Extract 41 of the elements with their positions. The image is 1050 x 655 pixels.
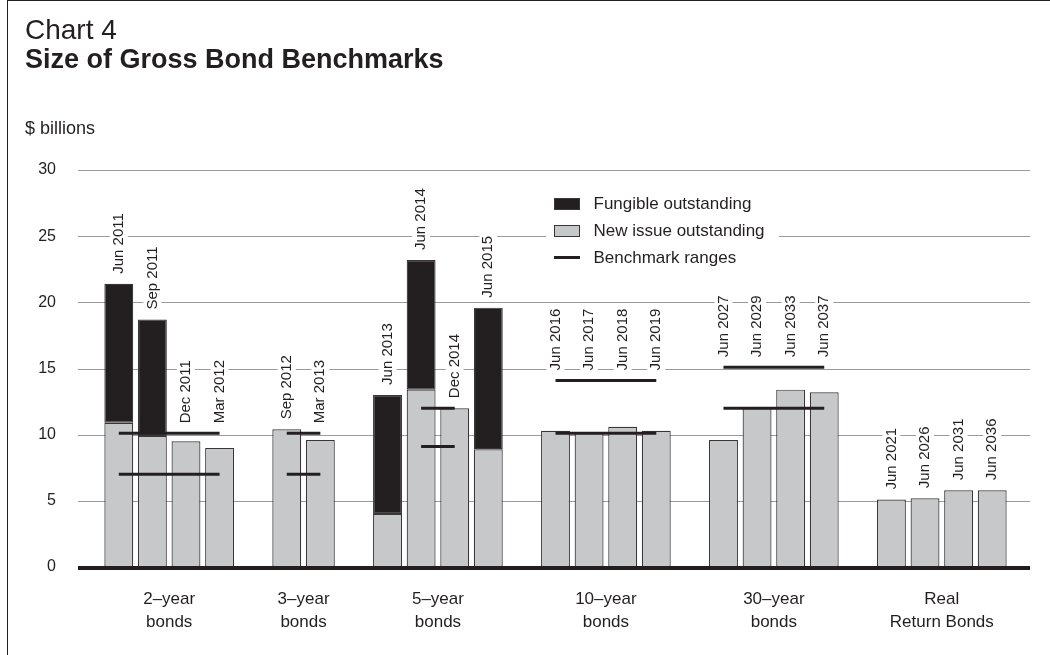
y-tick-label: 30 xyxy=(38,160,57,178)
legend-label: New issue outstanding xyxy=(593,220,765,241)
x-tick-label: Jun 2019 xyxy=(646,308,664,371)
y-axis-title: $ billions xyxy=(25,118,96,139)
text: 10–year bonds xyxy=(575,588,637,631)
x-tick-label: Jun 2017 xyxy=(579,308,597,371)
x-tick-label: Jun 2033 xyxy=(780,295,798,358)
y-tick-label: 5 xyxy=(47,491,57,509)
y-tick-label: 10 xyxy=(38,425,57,443)
legend-label: Benchmark ranges xyxy=(593,247,737,268)
x-tick-label: Jun 2015 xyxy=(478,235,496,298)
y-tick-label: 0 xyxy=(47,557,57,575)
text: 30–year bonds xyxy=(743,588,805,631)
x-tick-label: Jun 2027 xyxy=(713,295,731,358)
x-tick-label: Jun 2011 xyxy=(108,213,126,274)
x-tick-label: Jun 2016 xyxy=(545,308,563,371)
x-tick-label: Jun 2026 xyxy=(915,426,933,489)
x-tick-label: Mar 2012 xyxy=(209,359,227,424)
x-tick-label: Jun 2037 xyxy=(814,295,832,358)
y-tick-label: 20 xyxy=(38,292,57,310)
x-tick-label: Jun 2018 xyxy=(612,308,630,371)
y-tick-label: 15 xyxy=(38,358,57,376)
x-tick-label: Jun 2031 xyxy=(948,418,966,481)
x-tick-label: Jun 2021 xyxy=(881,427,899,490)
text: 5–year bonds xyxy=(411,588,465,631)
x-tick-label: Jun 2014 xyxy=(411,188,429,250)
x-tick-label: Jun 2036 xyxy=(982,418,1000,481)
x-tick-label: Dec 2011 xyxy=(176,360,194,424)
y-tick-label: 25 xyxy=(38,226,57,244)
legend-label: Fungible outstanding xyxy=(593,193,752,214)
x-tick-label: Mar 2013 xyxy=(310,359,328,424)
x-tick-label: Sep 2011 xyxy=(142,246,160,310)
text: 2–year bonds xyxy=(143,588,196,631)
chart-subtitle: Size of Gross Bond Benchmarks xyxy=(25,44,444,75)
chart-title: Chart 4 xyxy=(25,14,117,46)
x-tick-label: Sep 2012 xyxy=(276,355,294,420)
x-tick-label: Jun 2029 xyxy=(747,295,765,358)
x-tick-label: Jun 2013 xyxy=(377,323,395,385)
x-tick-label: Dec 2014 xyxy=(444,333,462,399)
text: 3–year bonds xyxy=(277,588,330,631)
text: Real Return Bonds xyxy=(889,588,994,631)
